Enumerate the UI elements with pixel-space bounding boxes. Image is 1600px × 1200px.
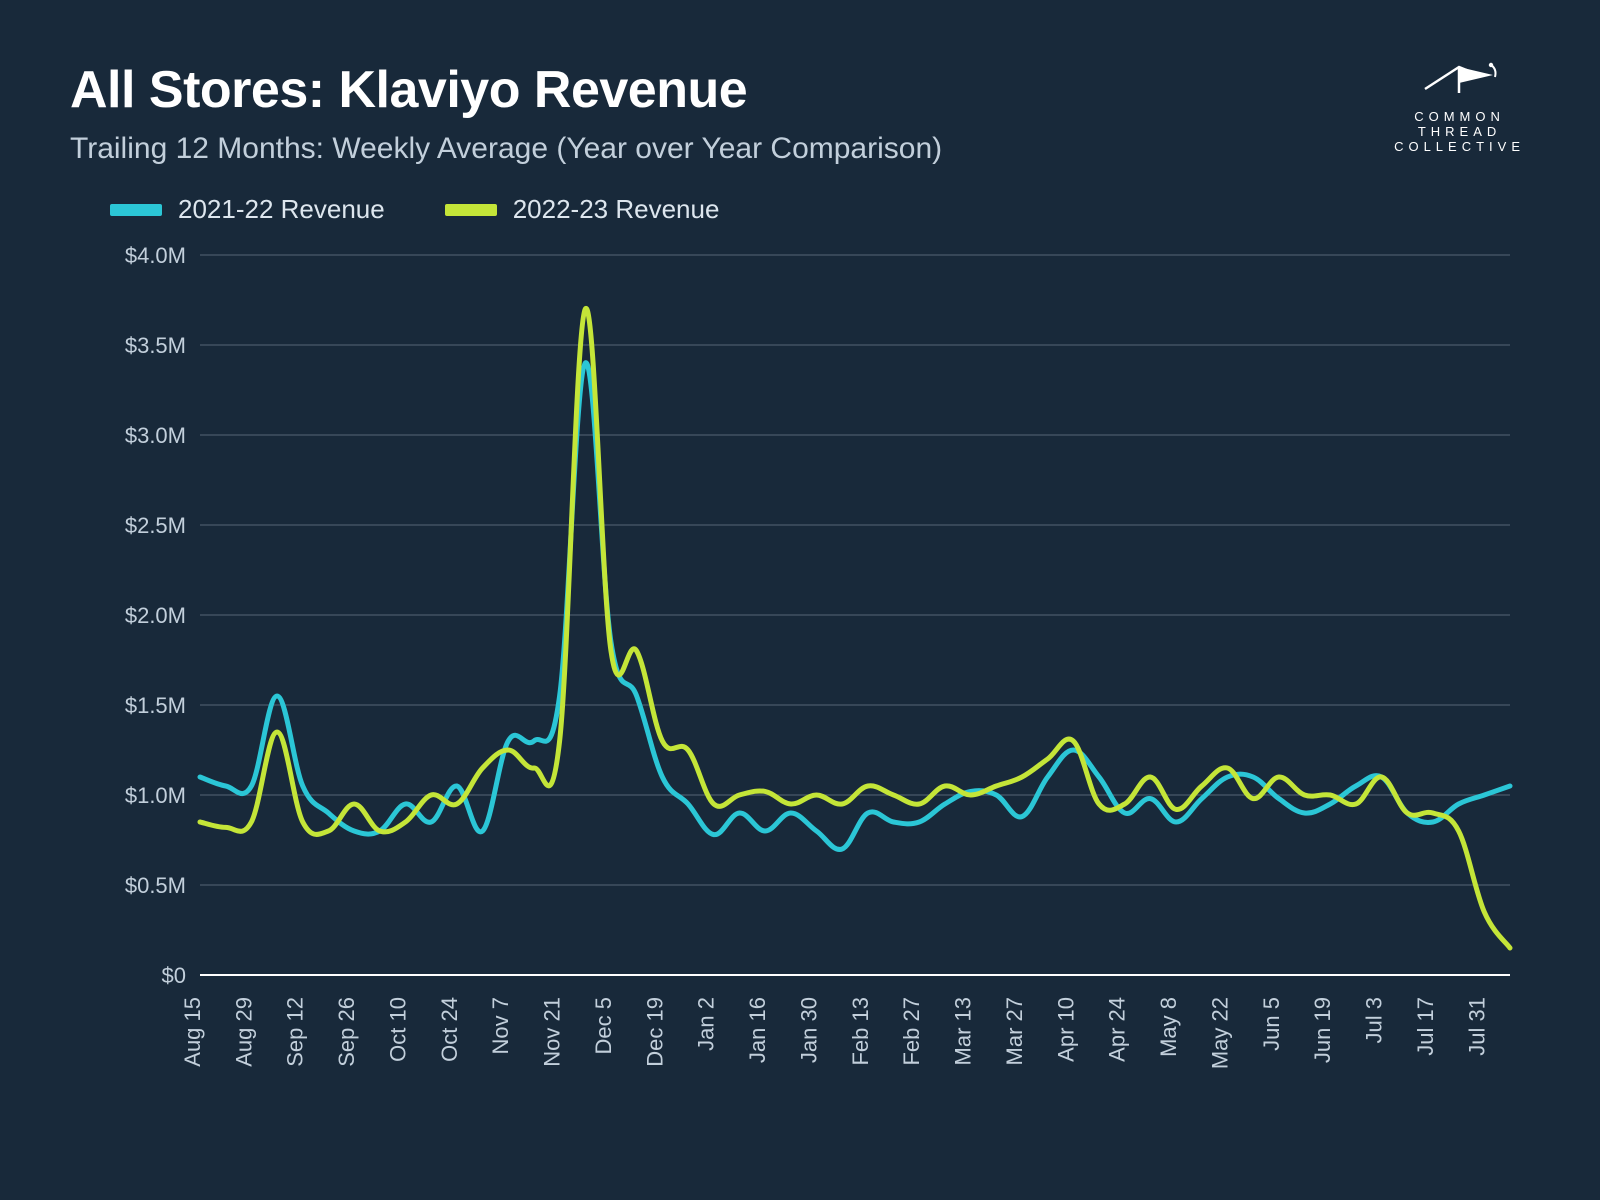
x-tick-label: May 8 [1156,997,1181,1057]
x-tick-label: Oct 24 [437,997,462,1062]
x-tick-label: Jun 19 [1310,997,1335,1063]
x-tick-label: Mar 27 [1002,997,1027,1065]
legend-label-a: 2021-22 Revenue [178,194,385,225]
logo-line3: COLLECTIVE [1394,139,1525,154]
y-tick-label: $4.0M [125,243,186,268]
x-tick-label: Nov 21 [540,997,565,1067]
x-tick-label: Sep 12 [283,997,308,1067]
y-tick-label: $1.5M [125,693,186,718]
x-tick-label: Jan 2 [694,997,719,1051]
x-tick-label: Mar 13 [951,997,976,1065]
legend-label-b: 2022-23 Revenue [513,194,720,225]
y-tick-label: $3.0M [125,423,186,448]
x-tick-label: Apr 24 [1105,997,1130,1062]
legend: 2021-22 Revenue 2022-23 Revenue [110,194,1530,225]
x-tick-label: Jan 16 [745,997,770,1063]
y-tick-label: $0.5M [125,873,186,898]
legend-item-series-a: 2021-22 Revenue [110,194,385,225]
x-tick-label: Dec 19 [642,997,667,1067]
x-tick-label: May 22 [1207,997,1232,1069]
chart-title: All Stores: Klaviyo Revenue [70,60,1530,120]
x-tick-label: Jan 30 [796,997,821,1063]
series-2022-23 [200,308,1510,948]
legend-swatch-a [110,204,162,216]
x-tick-label: Sep 26 [334,997,359,1067]
logo-line2: THREAD [1394,124,1525,139]
x-tick-label: Jul 17 [1413,997,1438,1056]
x-tick-label: Jul 31 [1464,997,1489,1056]
y-tick-label: $1.0M [125,783,186,808]
y-tick-label: $2.0M [125,603,186,628]
y-tick-label: $3.5M [125,333,186,358]
x-tick-label: Jun 5 [1259,997,1284,1051]
x-tick-label: Nov 7 [488,997,513,1054]
chart-subtitle: Trailing 12 Months: Weekly Average (Year… [70,132,1530,166]
x-tick-label: Oct 10 [385,997,410,1062]
y-tick-label: $2.5M [125,513,186,538]
legend-swatch-b [445,204,497,216]
y-tick-label: $0 [162,963,186,988]
x-tick-label: Jul 3 [1362,997,1387,1043]
x-tick-label: Feb 27 [899,997,924,1066]
logo-line1: COMMON [1394,109,1525,124]
x-tick-label: Dec 5 [591,997,616,1054]
x-tick-label: Aug 15 [180,997,205,1067]
series-2021-22 [200,363,1510,850]
line-chart: $0 $0.5M $1.0M $1.5M $2.0M $2.5M $3.0M $3.5M $4.… [70,235,1530,1115]
legend-item-series-b: 2022-23 Revenue [445,194,720,225]
x-tick-label: Apr 10 [1053,997,1078,1062]
x-tick-label: Feb 13 [848,997,873,1066]
x-tick-label: Aug 29 [231,997,256,1067]
brand-logo: COMMON THREAD COLLECTIVE [1394,55,1525,154]
